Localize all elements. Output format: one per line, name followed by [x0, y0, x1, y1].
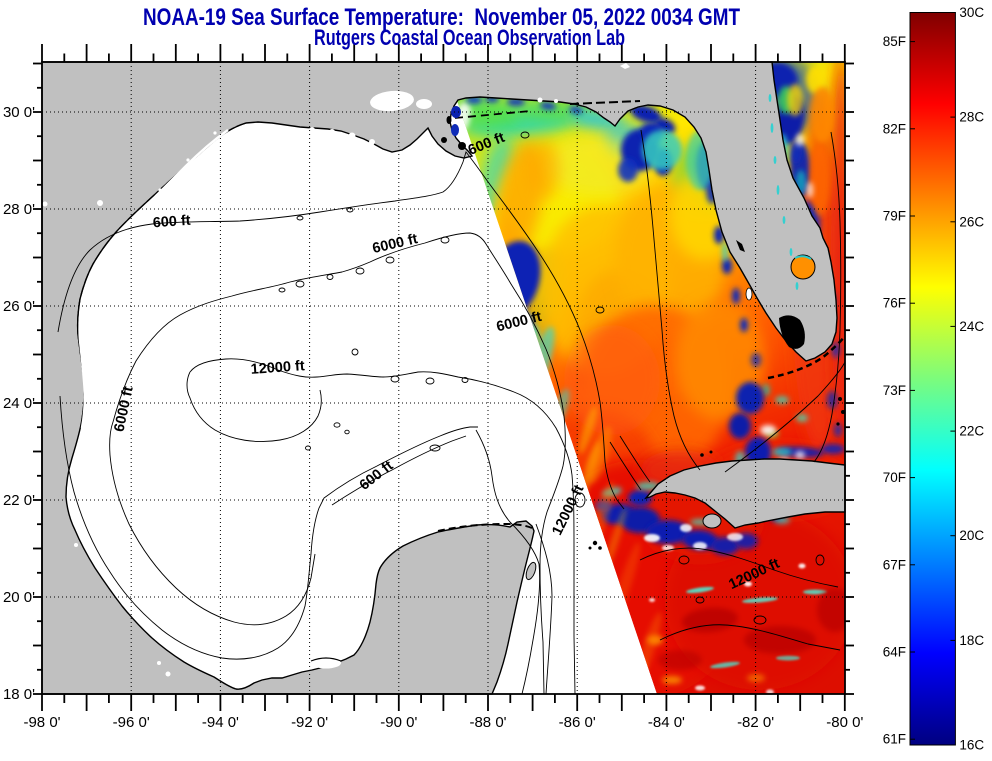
svg-text:26C: 26C [959, 214, 984, 229]
svg-text:-98 0': -98 0' [23, 714, 60, 731]
svg-text:Rutgers Coastal Ocean Observat: Rutgers Coastal Ocean Observation Lab [314, 25, 625, 50]
svg-text:76F: 76F [883, 296, 906, 311]
svg-text:82F: 82F [883, 121, 906, 136]
svg-text:NOAA-19 Sea Surface Temperatur: NOAA-19 Sea Surface Temperature: Novembe… [143, 4, 740, 31]
svg-text:20C: 20C [959, 528, 984, 543]
svg-text:16C: 16C [959, 738, 984, 753]
svg-text:70F: 70F [883, 470, 906, 485]
svg-text:61F: 61F [883, 732, 906, 747]
svg-text:12000 ft: 12000 ft [250, 358, 305, 378]
svg-text:28C: 28C [959, 110, 984, 125]
svg-text:-92 0': -92 0' [291, 714, 328, 731]
svg-text:-88 0': -88 0' [469, 714, 506, 731]
svg-text:24C: 24C [959, 319, 984, 334]
svg-text:79F: 79F [883, 209, 906, 224]
svg-text:30 0': 30 0' [3, 104, 35, 121]
svg-text:-86 0': -86 0' [559, 714, 596, 731]
svg-text:67F: 67F [883, 557, 906, 572]
svg-text:22C: 22C [959, 424, 984, 439]
svg-text:20 0': 20 0' [3, 589, 35, 606]
svg-text:-82 0': -82 0' [737, 714, 774, 731]
svg-text:24 0': 24 0' [3, 395, 35, 412]
svg-text:22 0': 22 0' [3, 492, 35, 509]
svg-text:-90 0': -90 0' [380, 714, 417, 731]
svg-text:26 0': 26 0' [3, 298, 35, 315]
svg-text:64F: 64F [883, 645, 906, 660]
svg-text:-96 0': -96 0' [113, 714, 150, 731]
svg-text:73F: 73F [883, 383, 906, 398]
svg-text:-84 0': -84 0' [648, 714, 685, 731]
svg-text:85F: 85F [883, 34, 906, 49]
svg-text:600 ft: 600 ft [152, 213, 191, 232]
svg-text:30C: 30C [959, 5, 984, 20]
svg-text:-80 0': -80 0' [826, 714, 863, 731]
svg-text:18C: 18C [959, 633, 984, 648]
svg-text:-94 0': -94 0' [202, 714, 239, 731]
svg-text:18 0': 18 0' [3, 686, 35, 703]
svg-text:28 0': 28 0' [3, 201, 35, 218]
